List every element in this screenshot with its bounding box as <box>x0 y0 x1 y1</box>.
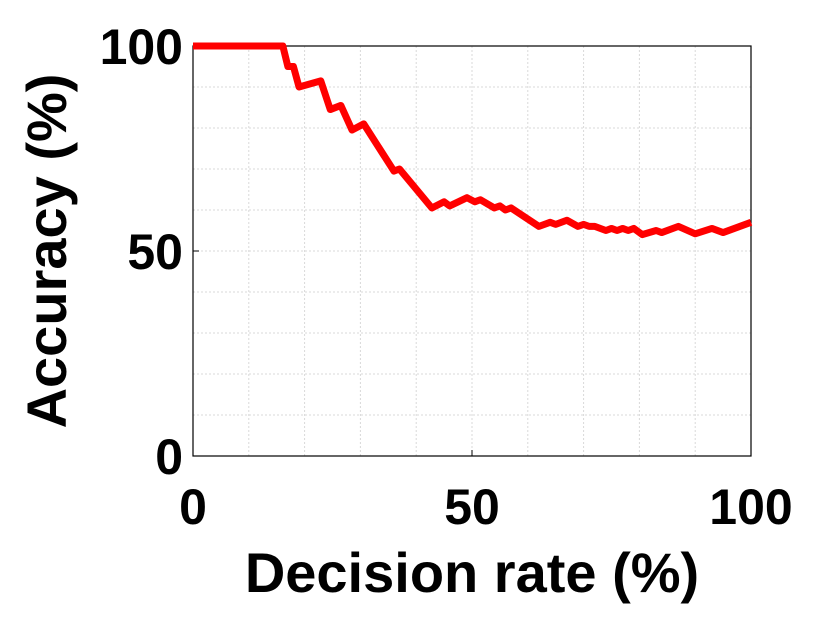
x-tick-label: 50 <box>444 479 500 535</box>
y-tick-label: 100 <box>100 19 183 75</box>
y-tick-label: 50 <box>127 224 183 280</box>
y-tick-label: 0 <box>155 429 183 485</box>
x-axis-title: Decision rate (%) <box>245 541 699 604</box>
data-line <box>193 42 753 239</box>
y-axis-title: Accuracy (%) <box>15 74 78 429</box>
x-tick-label: 100 <box>709 479 792 535</box>
x-tick-label: 0 <box>179 479 207 535</box>
